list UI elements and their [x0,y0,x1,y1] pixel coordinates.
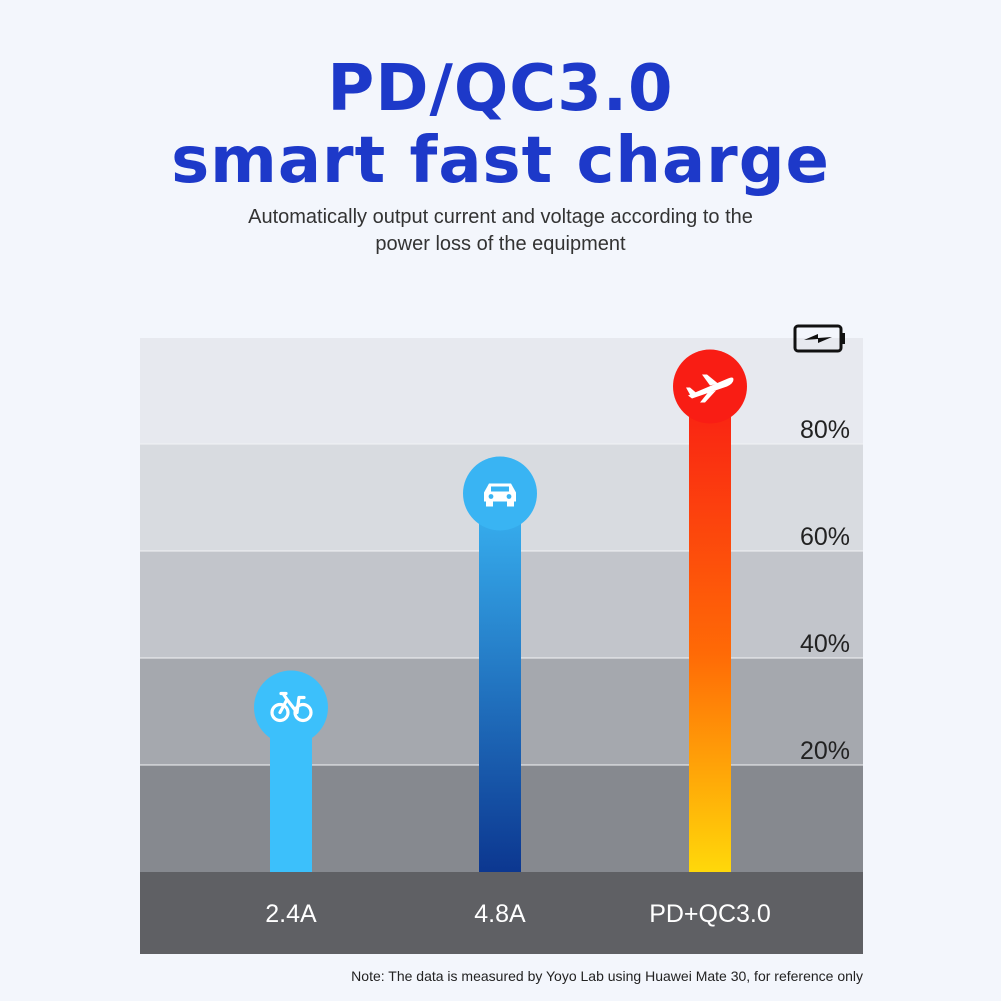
car-icon [484,483,516,507]
category-label: PD+QC3.0 [649,900,771,928]
y-tick-label: 80% [800,416,850,444]
bar-airplane [673,349,747,872]
y-tick-label: 40% [800,630,850,658]
bar-car [463,456,537,872]
category-label: 2.4A [265,900,317,928]
category-label-strip [140,872,863,954]
bar-cap [254,670,328,745]
y-tick-label: 20% [800,737,850,765]
title-line-2: smart fast charge [171,124,830,198]
bicycle-icon [270,691,313,723]
category-label: 4.8A [474,900,526,928]
background-band [140,338,863,444]
y-tick-labels: 20% 40% 60% 80% [800,416,850,765]
title-line-1: PD/QC3.0 [327,52,674,126]
bar [689,386,731,872]
y-tick-label: 60% [800,523,850,551]
bar [479,493,521,872]
subtitle-line-2: power loss of the equipment [375,233,626,255]
subtitle-line-1: Automatically output current and voltage… [248,206,753,228]
category-labels: 2.4A 4.8A PD+QC3.0 [265,900,771,928]
bars [254,349,747,872]
footnote: Note: The data is measured by Yoyo Lab u… [351,968,863,984]
battery-charging-icon [793,324,845,353]
airplane-icon [686,374,734,403]
bar-bicycle [254,670,328,872]
